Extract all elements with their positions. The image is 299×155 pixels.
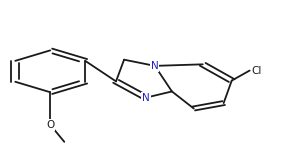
Text: N: N [151, 61, 159, 71]
Text: Cl: Cl [251, 66, 262, 75]
Text: N: N [142, 93, 150, 103]
Text: O: O [46, 120, 54, 130]
